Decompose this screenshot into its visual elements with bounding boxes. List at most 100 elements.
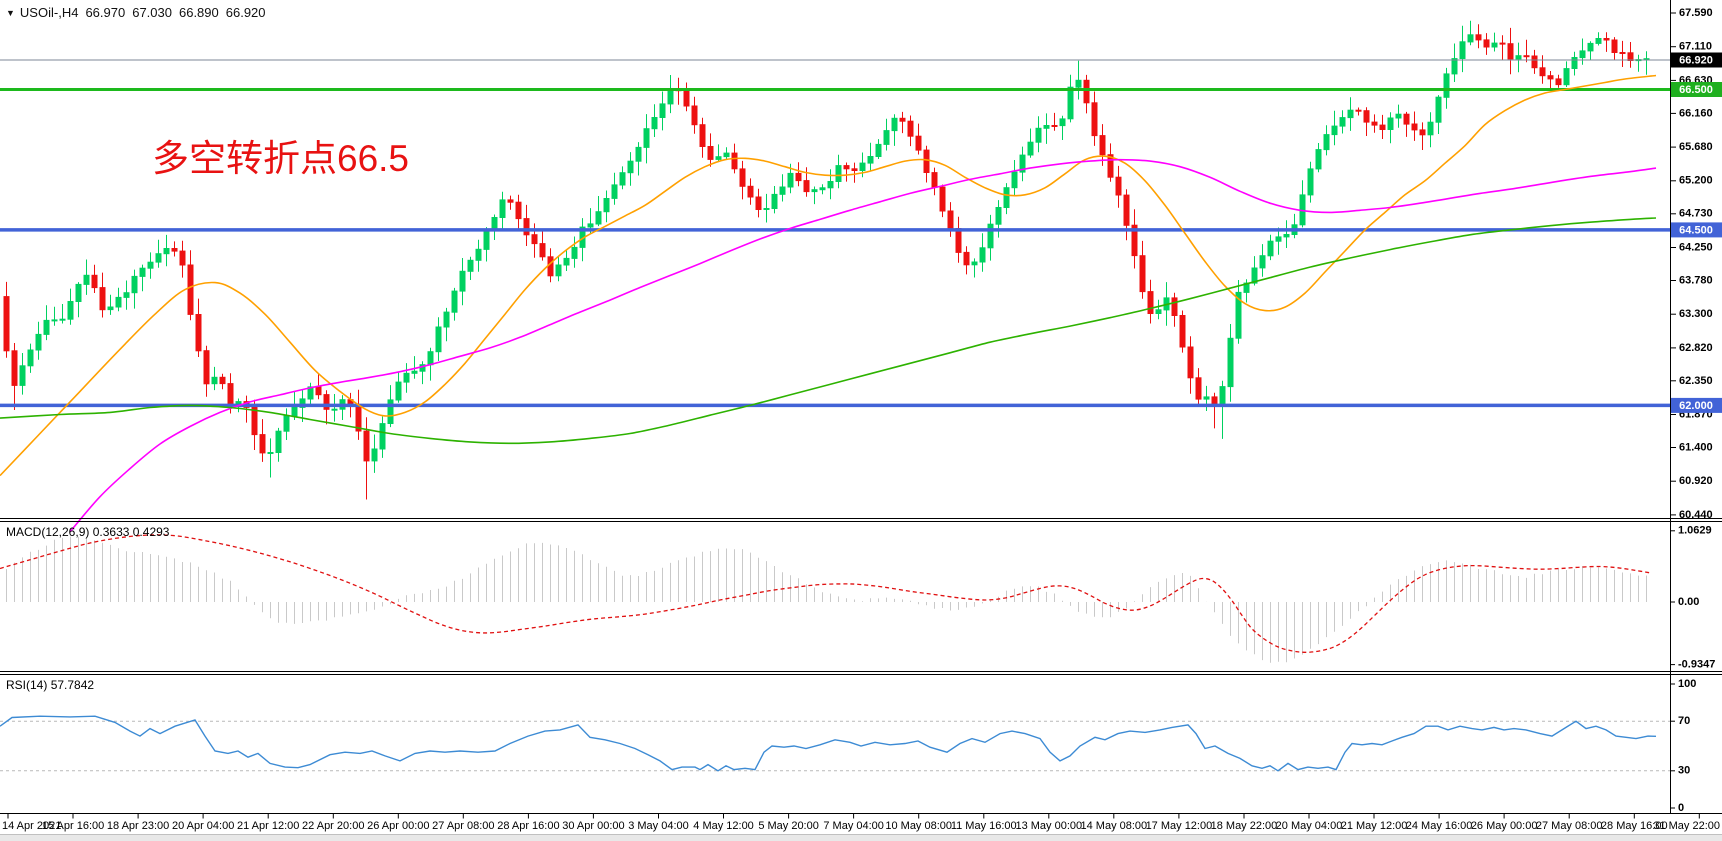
- candle-body: [1275, 236, 1282, 242]
- macd-tick-label: -0.9347: [1678, 659, 1715, 671]
- candle-body: [571, 246, 578, 259]
- candle-body: [1187, 346, 1194, 379]
- candle-body: [203, 350, 210, 385]
- candle-body: [275, 430, 282, 454]
- candle-body: [1563, 68, 1570, 86]
- time-tick-label: 17 May 12:00: [1146, 820, 1213, 832]
- price-badge-label: 64.500: [1679, 224, 1713, 236]
- time-tick-label: 10 May 08:00: [885, 820, 952, 832]
- candle-body: [1491, 42, 1498, 48]
- moving-averages-layer: [0, 74, 1657, 533]
- candle-body: [291, 406, 298, 417]
- ma-mid-line: [69, 158, 1657, 533]
- candle-body: [299, 398, 306, 408]
- candle-body: [931, 172, 938, 188]
- candle-body: [1371, 121, 1378, 126]
- candle-body: [691, 105, 698, 126]
- candle-body: [739, 168, 746, 187]
- candle-body: [659, 103, 666, 119]
- candle-body: [251, 406, 258, 436]
- candle-body: [563, 257, 570, 266]
- candle-body: [435, 326, 442, 353]
- candle-body: [1051, 125, 1058, 127]
- candle-body: [427, 351, 434, 366]
- price-tick-label: 62.350: [1679, 375, 1713, 387]
- macd-tick-label: 1.0629: [1678, 525, 1712, 537]
- candle-body: [331, 408, 338, 411]
- candle-body: [131, 275, 138, 294]
- time-tick-label: 20 Apr 04:00: [172, 820, 234, 832]
- time-tick-label: 4 May 12:00: [693, 820, 754, 832]
- candle-body: [1515, 55, 1522, 60]
- macd-panel[interactable]: 1.0629 0.00 -0.9347: [0, 525, 1715, 671]
- candle-body: [883, 130, 890, 145]
- candle-body: [467, 259, 474, 272]
- candle-body: [939, 186, 946, 212]
- collapse-ohlc-icon[interactable]: ▼: [6, 8, 15, 18]
- price-tick-label: 67.110: [1679, 41, 1712, 53]
- candle-body: [403, 372, 410, 383]
- rsi-panel[interactable]: 100 70 30 0: [0, 678, 1696, 814]
- candle-body: [387, 399, 394, 424]
- candle-body: [1411, 123, 1418, 131]
- symbol-name: USOil-: [19, 5, 59, 20]
- candle-body: [587, 223, 594, 228]
- price-badge-62.000: [1671, 397, 1722, 413]
- candle-body: [155, 253, 162, 263]
- candle-body: [1379, 124, 1386, 130]
- candle-body: [307, 386, 314, 400]
- candle-body: [379, 423, 386, 450]
- candle-body: [443, 311, 450, 328]
- candle-body: [611, 184, 618, 199]
- candle-body: [651, 117, 658, 130]
- candle-body: [1075, 79, 1082, 88]
- candle-body: [787, 172, 794, 188]
- candle-body: [859, 162, 866, 172]
- candle-body: [835, 165, 842, 183]
- candle-body: [1307, 168, 1314, 196]
- candle-body: [1347, 109, 1354, 119]
- time-tick-label: 27 May 08:00: [1536, 820, 1603, 832]
- price-tick-label: 61.400: [1679, 441, 1713, 453]
- candle-body: [91, 274, 98, 289]
- candle-body: [515, 201, 522, 220]
- candle-body: [1547, 75, 1554, 80]
- candle-body: [315, 386, 322, 396]
- candle-body: [1555, 78, 1562, 86]
- candle-body: [995, 207, 1002, 225]
- candle-body: [891, 117, 898, 132]
- price-badge-label: 66.920: [1679, 54, 1713, 66]
- candle-body: [51, 319, 58, 322]
- candle-body: [683, 90, 690, 107]
- candle-body: [491, 217, 498, 231]
- candle-body: [1035, 127, 1042, 143]
- candle-body: [603, 198, 610, 213]
- candle-body: [955, 228, 962, 253]
- macd-signal-line: [0, 534, 1653, 653]
- candle-body: [259, 434, 266, 454]
- candle-body: [83, 274, 90, 285]
- candle-body: [1499, 42, 1506, 45]
- candle-body: [899, 117, 906, 122]
- candle-body: [1211, 396, 1218, 405]
- price-tick-label: 63.780: [1679, 274, 1713, 286]
- candle-body: [499, 199, 506, 218]
- candle-body: [1259, 255, 1266, 269]
- candle-body: [395, 381, 402, 401]
- rsi-line: [0, 715, 1657, 772]
- chart-annotation-text[interactable]: 多空转折点66.5: [152, 138, 410, 179]
- candle-body: [523, 218, 530, 236]
- time-tick-label: 15 Apr 16:00: [42, 820, 104, 832]
- candle-body: [1611, 39, 1618, 53]
- candle-body: [803, 180, 810, 193]
- macd-tick-label: 0.00: [1678, 596, 1699, 608]
- price-scale[interactable]: 67.59067.11066.63066.16065.68065.20064.7…: [1670, 7, 1722, 521]
- candle-body: [635, 146, 642, 162]
- candle-body: [1059, 118, 1066, 127]
- candle-body: [851, 168, 858, 172]
- candle-body: [371, 448, 378, 462]
- candle-body: [1619, 52, 1626, 54]
